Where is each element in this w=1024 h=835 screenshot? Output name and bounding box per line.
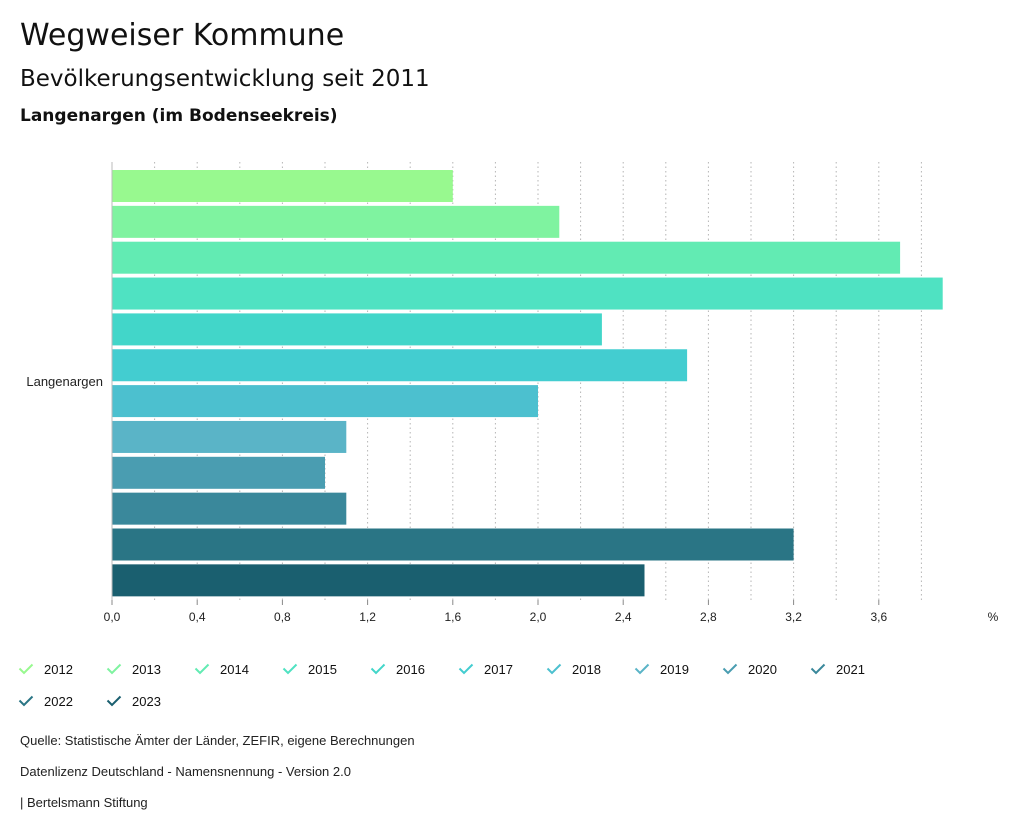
check-icon (106, 663, 122, 675)
legend-item-2023[interactable]: 2023 (106, 690, 161, 712)
license-note: Datenlizenz Deutschland - Namensnennung … (20, 764, 351, 779)
legend-item-2012[interactable]: 2012 (18, 658, 73, 680)
bar-2018 (112, 385, 538, 418)
x-tick-label: 0,0 (104, 610, 121, 624)
legend-item-2022[interactable]: 2022 (18, 690, 73, 712)
legend-label: 2019 (660, 661, 689, 677)
x-unit-label: % (988, 610, 999, 624)
check-icon (18, 695, 34, 707)
bar-2015 (112, 277, 943, 310)
legend-item-2015[interactable]: 2015 (282, 658, 337, 680)
x-tick-label: 3,2 (785, 610, 802, 624)
bar-2020 (112, 456, 325, 489)
x-tick-label: 1,6 (444, 610, 461, 624)
legend-label: 2018 (572, 661, 601, 677)
x-tick-label: 2,0 (530, 610, 547, 624)
legend-item-2020[interactable]: 2020 (722, 658, 777, 680)
legend-item-2017[interactable]: 2017 (458, 658, 513, 680)
chart-subtitle: Bevölkerungsentwicklung seit 2011 (20, 66, 430, 92)
bar-2017 (112, 349, 688, 382)
legend-item-2021[interactable]: 2021 (810, 658, 865, 680)
x-tick-label: 0,4 (189, 610, 206, 624)
x-tick-label: 1,2 (359, 610, 376, 624)
legend-item-2019[interactable]: 2019 (634, 658, 689, 680)
bar-2021 (112, 492, 347, 525)
check-icon (106, 695, 122, 707)
check-icon (282, 663, 298, 675)
page-title: Wegweiser Kommune (20, 18, 345, 53)
legend-label: 2021 (836, 661, 865, 677)
legend-item-2014[interactable]: 2014 (194, 658, 249, 680)
bar-2014 (112, 241, 901, 274)
legend-item-2018[interactable]: 2018 (546, 658, 601, 680)
legend-label: 2022 (44, 693, 73, 709)
source-note: Quelle: Statistische Ämter der Länder, Z… (20, 733, 415, 748)
check-icon (370, 663, 386, 675)
bar-2022 (112, 528, 794, 561)
check-icon (194, 663, 210, 675)
check-icon (810, 663, 826, 675)
legend-label: 2014 (220, 661, 249, 677)
region-label: Langenargen (im Bodenseekreis) (20, 106, 338, 126)
legend-label: 2015 (308, 661, 337, 677)
bar-2019 (112, 420, 347, 453)
x-tick-label: 3,6 (870, 610, 887, 624)
category-label: Langenargen (26, 374, 103, 389)
check-icon (634, 663, 650, 675)
x-tick-label: 2,4 (615, 610, 632, 624)
check-icon (18, 663, 34, 675)
legend-label: 2017 (484, 661, 513, 677)
legend-item-2016[interactable]: 2016 (370, 658, 425, 680)
legend-label: 2016 (396, 661, 425, 677)
bar-chart: 0,0 0,4 0,8 1,2 1,6 2,0 2,4 2,8 3,2 3,6 % Langenarg… (26, 162, 999, 624)
bar-2012 (112, 170, 453, 202)
check-icon (722, 663, 738, 675)
bar-2013 (112, 205, 560, 238)
legend-label: 2020 (748, 661, 777, 677)
check-icon (458, 663, 474, 675)
legend-label: 2012 (44, 661, 73, 677)
x-tick-label: 2,8 (700, 610, 717, 624)
legend-label: 2023 (132, 693, 161, 709)
bar-2016 (112, 313, 602, 346)
check-icon (546, 663, 562, 675)
publisher-note: | Bertelsmann Stiftung (20, 795, 148, 810)
bar-2023 (112, 564, 645, 597)
legend-label: 2013 (132, 661, 161, 677)
x-tick-label: 0,8 (274, 610, 291, 624)
legend-item-2013[interactable]: 2013 (106, 658, 161, 680)
